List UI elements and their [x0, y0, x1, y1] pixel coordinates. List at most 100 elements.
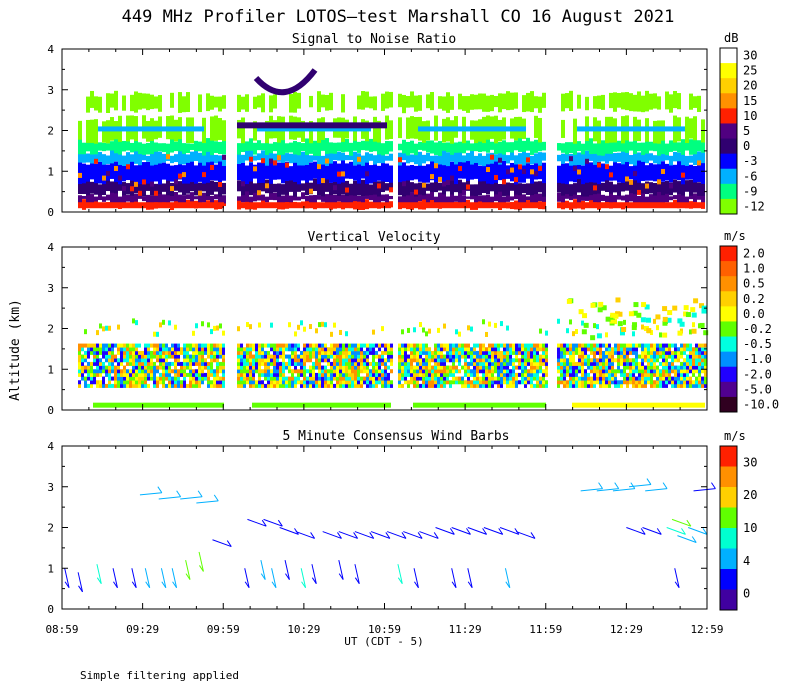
velocity-cell — [662, 332, 668, 338]
wind-barb — [483, 527, 504, 535]
colorbar-label: -3 — [743, 154, 757, 168]
velocity-cell — [369, 361, 372, 366]
velocity-cell — [126, 369, 129, 374]
velocity-cell — [390, 361, 393, 366]
velocity-cell — [701, 376, 704, 381]
velocity-cell — [563, 354, 566, 359]
velocity-cell — [701, 358, 704, 363]
velocity-cell — [623, 350, 626, 355]
snr-cell — [114, 165, 118, 171]
velocity-cell — [330, 343, 333, 348]
snr-cell — [669, 196, 673, 201]
velocity-cell — [264, 343, 267, 348]
velocity-cell — [416, 376, 419, 381]
velocity-cell — [455, 347, 458, 352]
snr-cell — [510, 92, 514, 110]
velocity-cell — [111, 383, 114, 388]
velocity-cell — [375, 365, 378, 370]
velocity-cell — [345, 361, 348, 366]
snr-cell — [365, 194, 369, 199]
wind-barb-staff — [196, 500, 219, 504]
velocity-cell — [398, 365, 401, 370]
snr-cell — [414, 153, 418, 165]
snr-cell — [158, 95, 162, 112]
velocity-cell — [186, 365, 189, 370]
snr-cell — [474, 94, 478, 110]
snr-cell — [446, 92, 450, 113]
wind-barb-staff — [279, 527, 299, 535]
velocity-cell — [476, 376, 479, 381]
velocity-cell — [428, 365, 431, 370]
velocity-cell — [186, 347, 189, 352]
velocity-cell — [485, 365, 488, 370]
velocity-cell — [333, 322, 336, 328]
velocity-cell — [276, 358, 279, 363]
velocity-cell — [443, 347, 446, 352]
velocity-cell — [419, 369, 422, 374]
velocity-cell — [530, 358, 533, 363]
velocity-cell — [96, 380, 99, 385]
wind-barb — [244, 568, 250, 589]
snr-cell — [458, 141, 462, 153]
velocity-cell — [446, 354, 449, 359]
snr-cell — [253, 96, 257, 109]
velocity-cell — [171, 354, 174, 359]
wind-barb-flag — [199, 565, 204, 572]
snr-cell — [261, 194, 265, 201]
velocity-cell — [105, 358, 108, 363]
snr-cell — [293, 150, 297, 163]
wind-barb — [596, 482, 620, 492]
velocity-cell — [446, 372, 449, 377]
velocity-cell — [354, 358, 357, 363]
snr-cell — [605, 150, 609, 164]
velocity-cell — [285, 343, 288, 348]
velocity-cell — [207, 343, 210, 348]
velocity-cell — [267, 376, 270, 381]
snr-cell — [349, 142, 353, 156]
velocity-cell — [506, 350, 509, 355]
velocity-cell — [605, 347, 608, 352]
velocity-cell — [372, 380, 375, 385]
velocity-cell — [452, 380, 455, 385]
velocity-cell — [186, 383, 189, 388]
velocity-cell — [177, 383, 180, 388]
snr-cell — [494, 178, 498, 195]
velocity-cell — [120, 376, 123, 381]
velocity-cell — [530, 350, 533, 355]
velocity-cell — [575, 365, 578, 370]
velocity-cell — [689, 365, 692, 370]
snr-cell — [506, 191, 510, 202]
velocity-cell — [240, 365, 243, 370]
snr-cell — [621, 180, 625, 192]
snr-cell — [146, 161, 150, 184]
velocity-cell — [404, 376, 407, 381]
snr-cell — [689, 192, 693, 200]
velocity-cell — [144, 369, 147, 374]
snr-cell — [194, 179, 198, 196]
y-tick-label: 2 — [47, 323, 54, 336]
velocity-segment — [566, 297, 709, 341]
velocity-cell — [672, 305, 678, 311]
snr-cell — [377, 140, 381, 155]
snr-cell — [206, 150, 210, 163]
snr-cell — [94, 182, 98, 195]
velocity-cell — [482, 376, 485, 381]
velocity-cell — [665, 361, 668, 366]
velocity-cell — [509, 376, 512, 381]
colorbar-label: 20 — [743, 79, 757, 93]
wind-barb — [397, 564, 403, 584]
velocity-cell — [321, 350, 324, 355]
velocity-cell — [467, 361, 470, 366]
velocity-cell — [434, 380, 437, 385]
velocity-cell — [620, 369, 623, 374]
velocity-cell — [662, 316, 668, 322]
velocity-cell — [437, 376, 440, 381]
velocity-cell — [650, 354, 653, 359]
velocity-cell — [587, 365, 590, 370]
snr-cell — [222, 154, 226, 160]
velocity-cell — [195, 372, 198, 377]
velocity-cell — [419, 343, 422, 348]
wind-barb — [413, 568, 419, 589]
velocity-cell — [198, 347, 201, 352]
velocity-cell — [659, 350, 662, 355]
